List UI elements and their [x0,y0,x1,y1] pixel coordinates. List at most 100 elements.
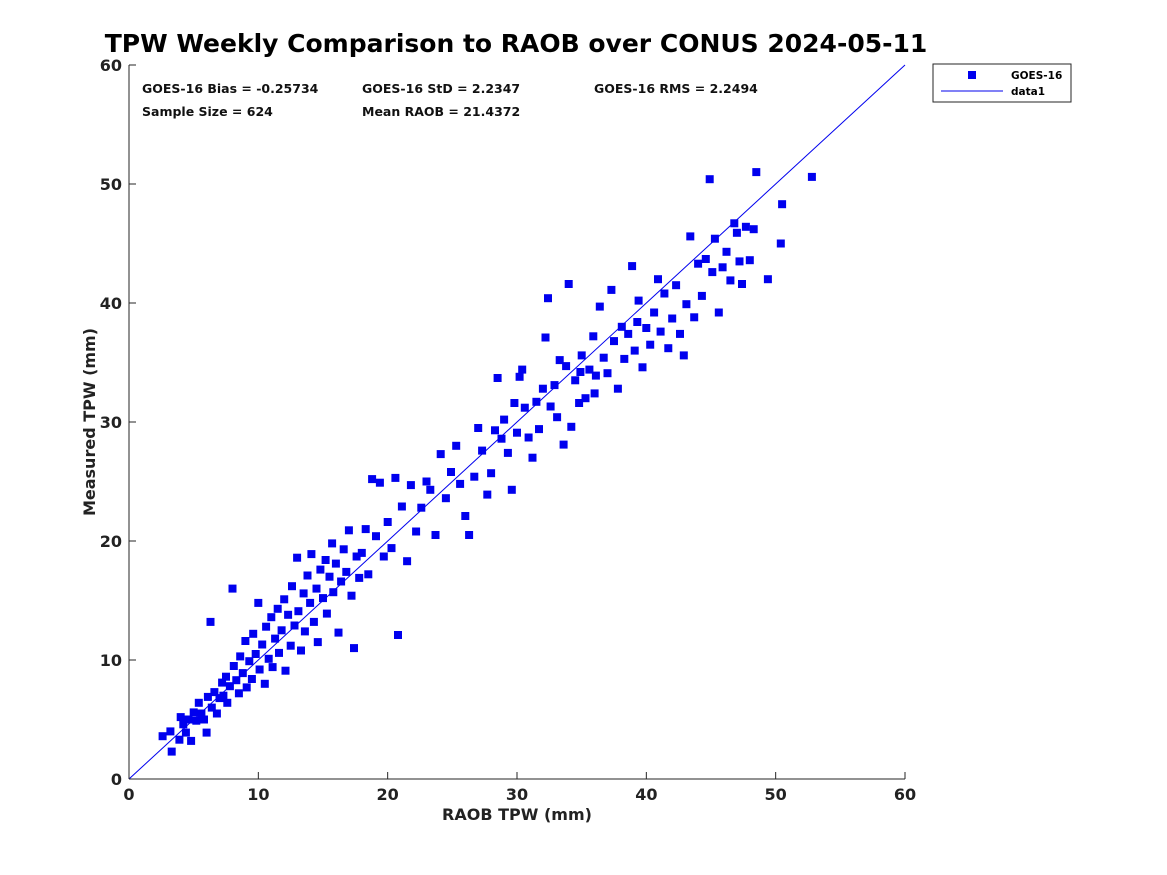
data-point-94 [394,631,402,639]
data-point-101 [426,485,435,494]
data-point-153 [613,384,622,393]
data-point-89 [375,478,384,487]
data-point-35 [247,675,256,683]
data-point-135 [553,413,562,422]
data-point-52 [284,610,293,619]
data-point-54 [288,582,296,591]
data-point-189 [741,222,750,231]
data-point-48 [275,648,283,657]
y-tick-label-4: 40 [100,294,122,313]
plot-area: 0 10 20 30 40 50 60 0 10 20 30 40 50 60 [100,56,916,804]
data-point-144 [581,394,590,403]
data-point-157 [628,262,637,271]
data-point-124 [518,365,527,374]
data-point-102 [431,531,440,539]
y-tick-label-1: 10 [100,651,122,670]
data-point-109 [465,531,474,539]
data-point-36 [249,629,258,638]
data-point-16 [206,617,215,626]
data-point-98 [412,527,421,536]
data-point-97 [406,481,415,490]
x-tick-label-0: 0 [123,785,134,804]
data-point-176 [697,291,706,300]
data-point-186 [732,228,741,237]
data-point-168 [668,314,677,323]
data-point-0 [158,732,167,741]
data-point-29 [234,689,243,698]
data-point-39 [255,665,264,674]
data-point-137 [559,440,568,449]
data-point-9 [189,708,198,717]
data-point-33 [242,683,251,692]
data-point-8 [187,736,196,745]
data-point-107 [456,479,465,488]
data-point-134 [550,381,559,390]
y-tick-label-3: 30 [100,413,122,432]
data-point-46 [271,634,280,643]
data-point-86 [364,570,373,579]
data-point-199 [633,318,642,326]
y-tick-label-0: 0 [111,770,122,789]
data-point-78 [342,567,351,576]
data-point-152 [610,337,618,346]
data-point-21 [218,678,227,687]
data-point-30 [236,652,245,661]
data-point-126 [524,433,533,442]
legend-label-goes16: GOES-16 [1011,70,1062,82]
data-point-160 [638,363,647,372]
x-axis-ticks: 0 10 20 30 40 50 60 [123,772,916,804]
data-point-131 [541,333,550,342]
stat-std: GOES-16 StD = 2.2347 [362,81,520,96]
data-point-180 [710,234,719,243]
chart-title: TPW Weekly Comparison to RAOB over CONUS… [105,29,928,58]
data-point-169 [672,281,681,290]
data-point-60 [300,627,309,636]
data-point-174 [690,313,699,322]
data-point-167 [664,344,673,353]
data-point-88 [372,532,380,541]
data-point-55 [290,621,299,630]
data-point-64 [309,617,318,626]
data-point-27 [229,662,238,670]
x-tick-label-1: 10 [247,785,269,804]
data-point-108 [461,512,470,520]
data-point-26 [228,584,237,593]
data-point-84 [357,548,366,557]
legend-label-data1: data1 [1011,86,1045,98]
data-point-177 [701,255,710,263]
y-axis-label: Measured TPW (mm) [80,328,99,516]
data-point-165 [656,327,665,336]
data-point-2 [167,747,176,756]
data-point-73 [329,588,338,597]
data-point-123 [515,372,524,381]
data-point-111 [474,424,483,432]
x-tick-label-3: 30 [506,785,528,804]
y-tick-label-6: 60 [100,56,122,75]
x-tick-label-4: 40 [635,785,657,804]
data-point-10 [192,716,201,725]
data-point-12 [197,709,206,718]
data-point-198 [576,368,585,376]
data-point-148 [595,302,604,311]
data-point-53 [286,641,295,650]
data-point-197 [590,389,599,398]
data-point-156 [624,329,633,338]
data-point-67 [316,565,325,574]
data-point-178 [705,175,714,184]
data-point-43 [264,654,273,663]
data-point-103 [436,450,445,459]
data-point-121 [510,399,519,407]
data-point-154 [617,322,626,331]
data-point-42 [262,622,271,631]
data-point-114 [487,469,496,478]
data-point-72 [328,539,337,548]
data-point-23 [222,672,230,681]
data-point-96 [403,557,412,566]
data-point-104 [441,494,450,503]
data-point-171 [679,351,688,360]
data-point-195 [778,200,787,209]
data-point-70 [322,609,331,618]
data-point-184 [726,276,735,285]
data-point-164 [654,275,662,284]
data-point-37 [251,650,260,658]
